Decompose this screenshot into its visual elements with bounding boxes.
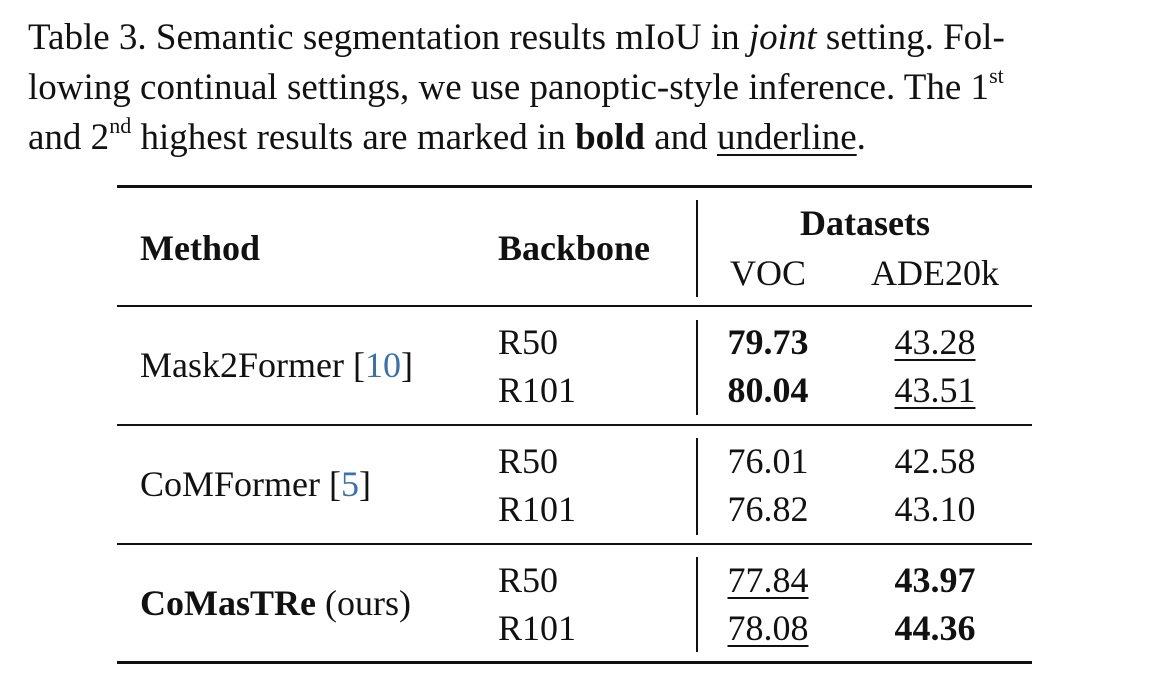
caption-underline: underline [716,117,857,158]
method-cell: CoMFormer [5] [140,464,371,504]
method-note: (ours) [315,583,411,623]
backbone-cell: R50 [498,560,559,600]
caption-text: . [856,117,866,158]
value-cell: 43.28 [845,322,1025,362]
value-cell: 43.10 [894,489,976,529]
citation: 10 [364,345,401,385]
method-name: Mask2Former [ [140,345,365,385]
caption-sup: nd [109,113,132,138]
v-line [696,438,698,535]
caption-sup: st [989,63,1004,88]
v-line [696,557,698,652]
mid-rule [117,305,1032,307]
caption-text: highest results are marked in [131,117,576,158]
caption-text: Table 3. Semantic segmentation results m… [28,17,749,58]
method-name: ] [359,464,371,504]
caption-italic: joint [748,17,817,58]
v-line [696,200,698,297]
top-rule [117,185,1032,188]
value-text: 77.84 [727,560,809,600]
value-cell: 79.73 [727,322,809,362]
caption-line: Table 3. Semantic segmentation results m… [28,18,1005,58]
value-text: 43.28 [894,322,976,362]
bottom-rule [117,661,1032,664]
value-cell: 43.97 [894,560,976,600]
citation: 5 [341,464,359,504]
value-text: 43.51 [894,370,976,410]
header-backbone: Backbone [498,228,651,268]
backbone-cell: R50 [498,322,559,362]
value-cell: 80.04 [727,370,809,410]
backbone-cell: R101 [498,489,577,529]
header-column: VOC [729,253,806,293]
backbone-cell: R50 [498,441,559,481]
mid-rule [117,543,1032,545]
caption-bold: bold [575,117,645,158]
backbone-cell: R101 [498,370,577,410]
method-name: CoMFormer [ [140,464,341,504]
v-line [696,320,698,415]
method-cell: Mask2Former [10] [140,345,413,385]
caption-text: setting. Fol- [816,17,1005,58]
method-name: ] [400,345,413,385]
backbone-cell: R101 [498,608,577,648]
value-cell: 43.51 [845,370,1025,410]
caption-text: and [645,117,717,158]
caption-text: lowing continual settings, we use panopt… [28,67,990,108]
caption-line: lowing continual settings, we use panopt… [28,65,1004,108]
caption-text: and 2 [28,117,110,158]
header-method: Method [140,228,260,268]
value-cell: 78.08 [678,608,858,648]
caption-line: and 2nd highest results are marked in bo… [28,115,866,158]
value-cell: 77.84 [678,560,858,600]
method-cell: CoMasTRe (ours) [140,583,411,623]
value-cell: 76.01 [727,441,809,481]
mid-rule [117,424,1032,426]
header-column: ADE20k [871,253,999,293]
value-cell: 76.82 [727,489,809,529]
value-cell: 42.58 [894,441,976,481]
header-group: Datasets [800,203,930,243]
value-cell: 44.36 [894,608,976,648]
method-name: CoMasTRe [140,583,316,623]
value-text: 78.08 [727,608,809,648]
